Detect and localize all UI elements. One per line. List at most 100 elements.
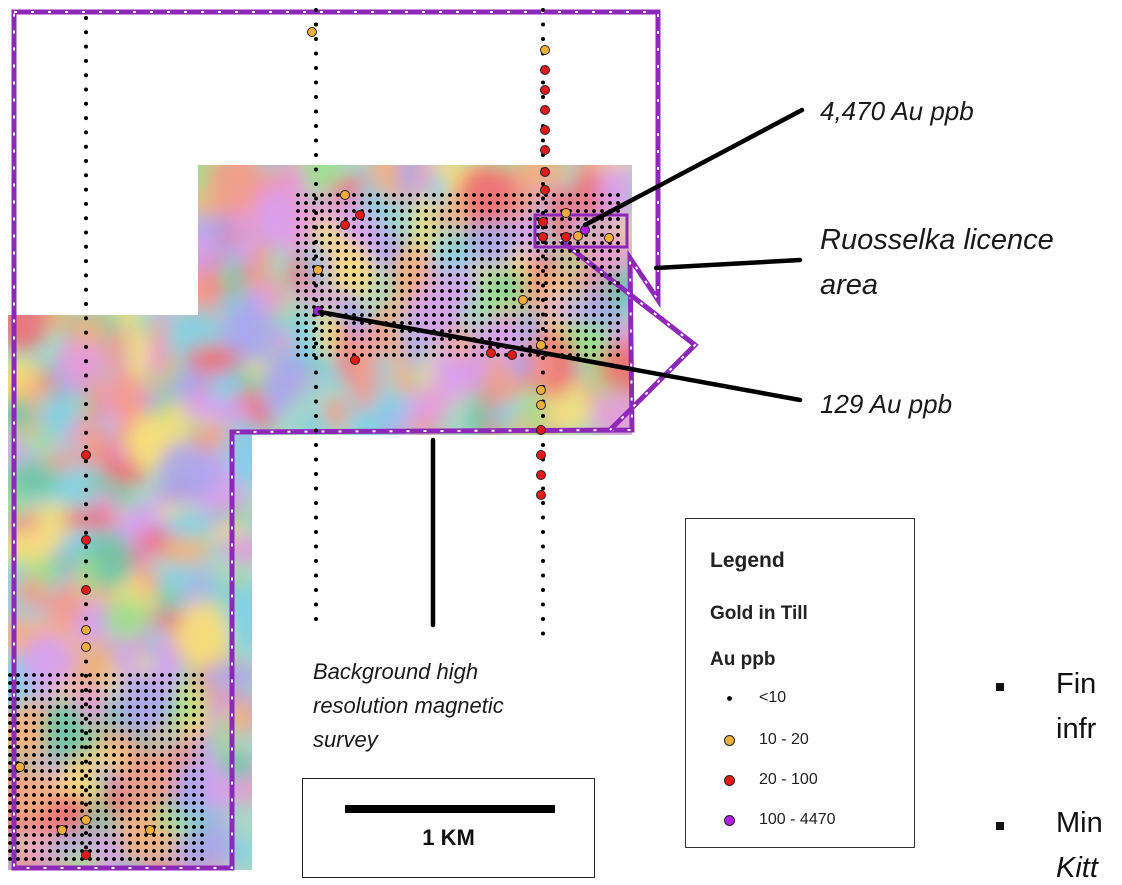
sample-point <box>541 95 545 99</box>
sample-point <box>440 313 444 317</box>
sample-point <box>616 233 620 237</box>
sample-point <box>568 297 572 301</box>
sample-point-20-100 <box>540 65 550 75</box>
sample-point <box>128 785 132 789</box>
sample-point <box>344 281 348 285</box>
sample-point <box>314 298 318 302</box>
sample-point <box>104 825 108 829</box>
sample-point <box>544 305 548 309</box>
sample-point <box>616 337 620 341</box>
sample-point <box>328 265 332 269</box>
sample-point <box>608 329 612 333</box>
sample-point <box>16 697 20 701</box>
sample-point <box>544 321 548 325</box>
sample-point <box>512 273 516 277</box>
sample-point <box>376 241 380 245</box>
sample-point <box>608 281 612 285</box>
sample-point <box>64 833 68 837</box>
sample-point <box>176 705 180 709</box>
sample-point <box>120 801 124 805</box>
sample-point <box>84 244 88 249</box>
sample-point <box>464 353 468 357</box>
sample-point <box>112 673 116 677</box>
sample-point <box>384 337 388 341</box>
sample-point <box>84 73 88 78</box>
sample-point <box>400 321 404 325</box>
sample-point <box>520 313 524 317</box>
sample-point <box>488 345 492 349</box>
magnetic-blob <box>183 217 240 234</box>
sample-point <box>8 729 12 733</box>
sample-point <box>360 345 364 349</box>
sample-point <box>160 713 164 717</box>
sample-point <box>416 297 420 301</box>
sample-point <box>304 329 308 333</box>
sample-point <box>541 544 545 549</box>
sample-point <box>464 249 468 253</box>
sample-point <box>176 761 180 765</box>
sample-point <box>32 849 36 853</box>
sample-point <box>336 249 340 253</box>
sample-point <box>184 745 188 749</box>
sample-point <box>544 313 548 317</box>
sample-point-20-100 <box>81 450 91 460</box>
sample-point <box>584 281 588 285</box>
sample-point <box>392 313 396 317</box>
sample-point <box>192 769 196 773</box>
sample-point <box>296 257 300 261</box>
sample-point <box>64 801 68 805</box>
sample-point <box>496 353 500 357</box>
sample-point <box>84 473 88 478</box>
sample-point <box>96 785 100 789</box>
sample-point <box>72 793 76 797</box>
sample-point <box>320 209 324 213</box>
sample-point <box>168 737 172 741</box>
sample-point <box>584 265 588 269</box>
magnetic-blob <box>151 610 188 629</box>
sample-point <box>328 337 332 341</box>
sample-point <box>120 833 124 837</box>
magnetic-blob <box>296 284 316 307</box>
sample-point <box>408 217 412 221</box>
sample-point <box>56 689 60 693</box>
sample-point <box>488 313 492 317</box>
sample-point <box>608 217 612 221</box>
sample-point <box>152 705 156 709</box>
sample-point <box>128 753 132 757</box>
sample-point <box>392 249 396 253</box>
magnetic-blob <box>597 165 632 225</box>
sample-point <box>84 731 88 735</box>
sample-point <box>576 345 580 349</box>
sample-point <box>608 321 612 325</box>
sample-point <box>24 809 28 813</box>
sample-point <box>528 273 532 277</box>
sample-point <box>448 225 452 229</box>
sample-point <box>352 297 356 301</box>
sample-point <box>192 697 196 701</box>
callout-129: 129 Au ppb <box>820 389 953 419</box>
sample-point <box>84 359 88 364</box>
sample-point <box>400 345 404 349</box>
sample-point <box>296 305 300 309</box>
sample-point <box>24 785 28 789</box>
sample-point <box>328 297 332 301</box>
sample-point <box>576 193 580 197</box>
sample-point <box>456 281 460 285</box>
magnetic-blob <box>14 576 45 609</box>
sample-point <box>336 217 340 221</box>
sample-point <box>424 345 428 349</box>
sample-point <box>304 345 308 349</box>
sample-point <box>296 313 300 317</box>
sample-point <box>168 697 172 701</box>
sample-point <box>304 353 308 357</box>
sample-point <box>184 705 188 709</box>
sample-point <box>304 233 308 237</box>
sample-point <box>400 313 404 317</box>
sample-point <box>464 305 468 309</box>
sample-point <box>24 673 28 677</box>
sample-point <box>416 249 420 253</box>
sample-point <box>584 217 588 221</box>
sample-point <box>608 225 612 229</box>
sample-point <box>520 281 524 285</box>
magnetic-blob <box>435 201 455 229</box>
